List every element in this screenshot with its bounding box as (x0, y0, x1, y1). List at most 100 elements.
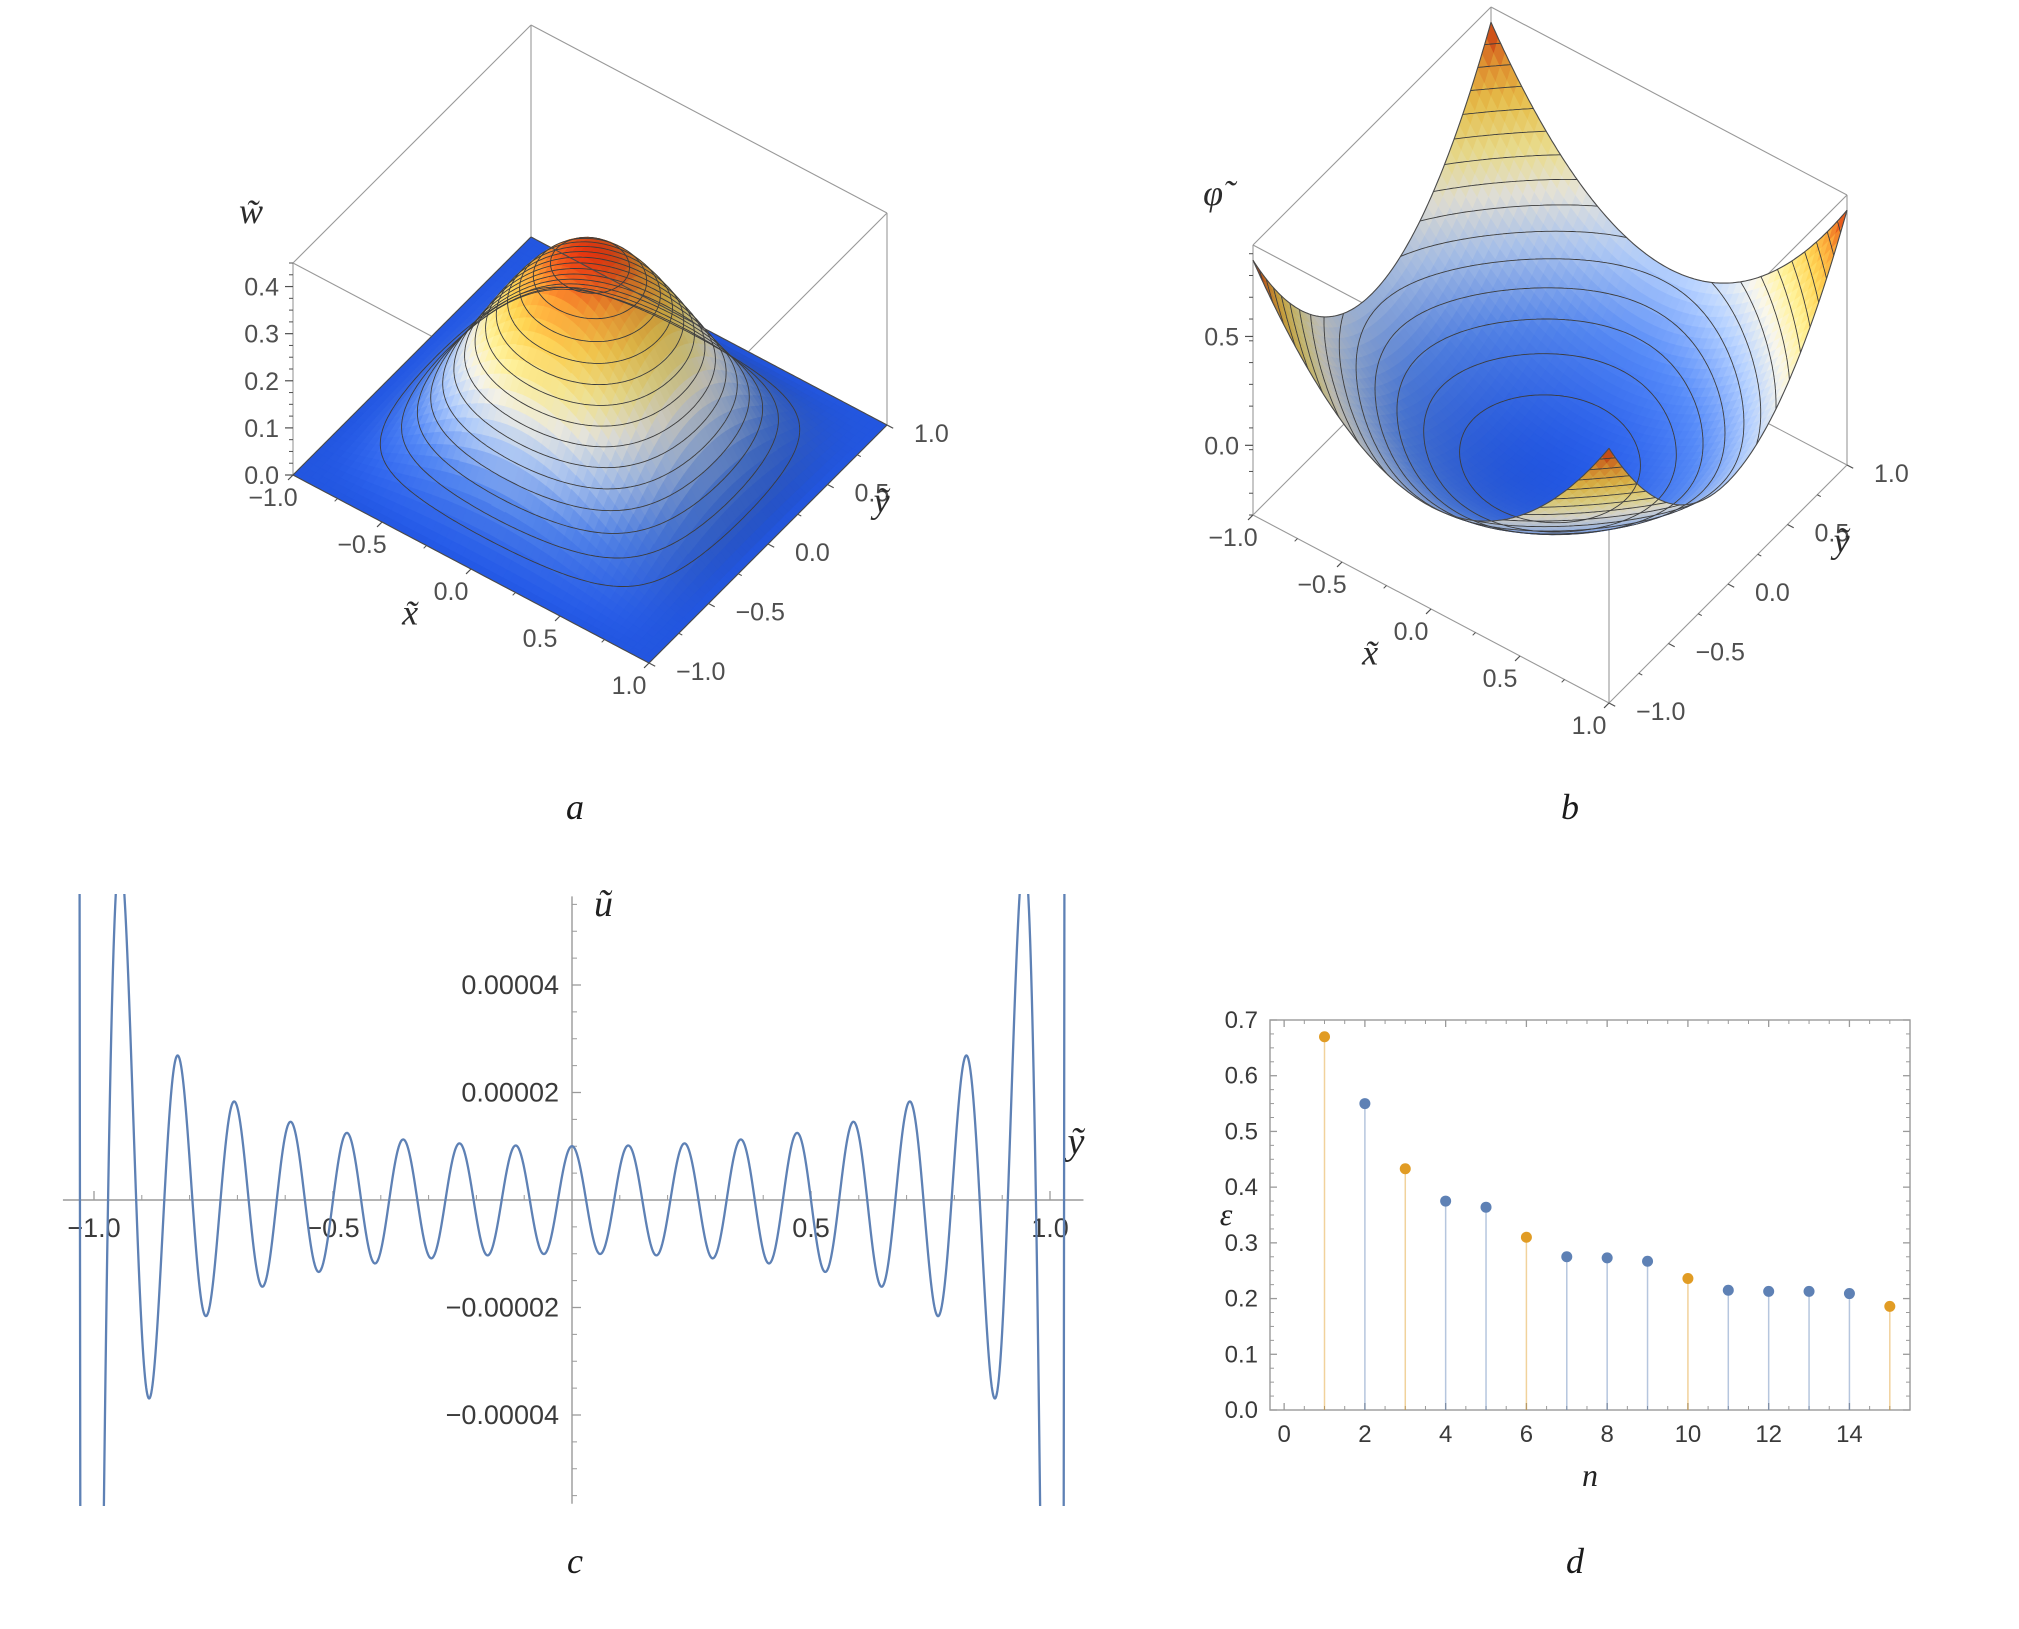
x-tick-label: 12 (1755, 1421, 1782, 1448)
caption-d: d (1566, 1541, 1584, 1581)
y-tick-label: 0.7 (1225, 1007, 1258, 1034)
frame (1269, 1019, 1911, 1411)
line-plot-u: −1.0 −0.5 0.5 1.0−0.00004−0.000020.000020.0… (62, 883, 1086, 1506)
y-tick-label: 0.4 (1225, 1174, 1258, 1201)
stems (1323, 1036, 1891, 1410)
y-tick-label: 0.5 (855, 480, 890, 508)
z-tick-label: 0.5 (1204, 323, 1239, 351)
panel-a: −1.0 −0.5 0.0 0.5 1.0 −1.0 −0.5 0.0 0.5 1.0 0.0 0.1… (150, 0, 1030, 745)
data-point-n8 (1601, 1252, 1613, 1264)
y-tick-label: 0.0 (1755, 579, 1790, 607)
y-tick-label: 0.6 (1225, 1063, 1258, 1090)
x-tick-label: −0.5 (1297, 571, 1346, 599)
x-axis-label: ỹ (1064, 1121, 1086, 1163)
data-point-n1 (1319, 1031, 1331, 1043)
data-point-n4 (1440, 1195, 1452, 1207)
z-tick-label: 0.1 (244, 415, 279, 443)
surface (1252, 21, 1848, 536)
x-tick-label: −1.0 (248, 484, 297, 512)
data-point-n6 (1520, 1231, 1532, 1243)
u-curve (78, 894, 1066, 1506)
data-point-n2 (1359, 1098, 1371, 1110)
y-tick-label: 0.00004 (461, 970, 559, 1000)
axis-labels: ũỹ (594, 883, 1086, 1163)
x-axis-label: n (1582, 1457, 1598, 1493)
x-tick-label: 6 (1520, 1421, 1533, 1448)
x-tick-label: 1.0 (612, 672, 647, 700)
y-tick-label: 0.5 (1815, 520, 1850, 548)
y-tick-label: 0.1 (1225, 1341, 1258, 1368)
z-tick-label: 0.0 (1204, 432, 1239, 460)
data-point-n5 (1480, 1201, 1492, 1213)
data-point-n9 (1642, 1255, 1654, 1267)
x-tick-label: 0.0 (1394, 618, 1429, 646)
y-tick-label: 0.3 (1225, 1230, 1258, 1257)
z-tick-label: 0.4 (244, 274, 279, 302)
x-tick-label: 10 (1675, 1421, 1702, 1448)
y-tick-label: 0.5 (1225, 1118, 1258, 1145)
caption-b: b (1561, 787, 1579, 827)
x-tick-label: 14 (1836, 1421, 1863, 1448)
data-point-n11 (1722, 1284, 1734, 1296)
caption-c: c (567, 1541, 583, 1581)
axis-labels: εn (1220, 1196, 1598, 1493)
z-tick-label: 0.2 (244, 368, 279, 396)
y-tick-label: −1.0 (1636, 698, 1685, 726)
x-tick-label: 1.0 (1572, 712, 1607, 740)
x-tick-label: 0.0 (434, 578, 469, 606)
x-tick-label: 8 (1600, 1421, 1613, 1448)
stem-plot-epsilon: 0 2 4 6 8 10 12 14 0.0 0.1 0.2 0.3 0.4 0.5 0.6 0.7 εn (1220, 1007, 1911, 1493)
z-tick-label: 0.3 (244, 321, 279, 349)
plot-frame (1269, 1019, 1911, 1411)
panel-c: −1.0 −0.5 0.5 1.0 −0.00004 −0.00002 0.00002 0.0… (40, 870, 1120, 1535)
y-tick-label: −0.00002 (446, 1293, 559, 1323)
x-tick-label: −0.5 (337, 531, 386, 559)
data-point-n10 (1682, 1273, 1694, 1285)
axes (62, 896, 1084, 1504)
data-point-n12 (1763, 1285, 1775, 1297)
y-axis-label: ỹ (871, 480, 891, 520)
displacement-curve (78, 894, 1066, 1506)
axis-labels: x̃ ỹ w̃ (239, 191, 891, 632)
data-point-n7 (1561, 1251, 1573, 1263)
surface (292, 236, 888, 664)
x-tick-label: 0.5 (792, 1213, 830, 1243)
data-points (1319, 1031, 1896, 1312)
mesh-contours (379, 236, 801, 587)
y-tick-label: −0.00004 (446, 1400, 559, 1430)
y-axis-label: ỹ (1831, 520, 1851, 560)
z-axis-label: w̃ (239, 191, 263, 231)
surface-plot-w: −1.0 −0.5 0.0 0.5 1.0 −1.0 −0.5 0.0 0.5 1.0 0.0 0.1… (239, 24, 949, 700)
y-tick-label: −1.0 (676, 658, 725, 686)
axis-ticks: −1.0 −0.5 0.0 0.5 1.0 −1.0 −0.5 0.0 0.5 1.0 0.0 0.5 (1204, 253, 1909, 740)
y-tick-label: 0.2 (1225, 1286, 1258, 1313)
x-tick-label: −0.5 (306, 1213, 359, 1243)
data-point-n3 (1399, 1163, 1411, 1175)
x-tick-label: 4 (1439, 1421, 1452, 1448)
y-tick-label: 1.0 (1874, 460, 1909, 488)
y-tick-label: −0.5 (1696, 639, 1745, 667)
x-tick-label: −1.0 (1208, 524, 1257, 552)
y-tick-label: 0.0 (1225, 1397, 1258, 1424)
data-point-n13 (1803, 1285, 1815, 1297)
z-axis-label: φ̃ (1203, 173, 1238, 213)
x-axis-label: x̃ (1361, 632, 1379, 672)
panel-d: 0 2 4 6 8 10 12 14 0.0 0.1 0.2 0.3 0.4 0.5 0.6 0.7 ε n (1200, 985, 1960, 1510)
surface-plot-phi: −1.0 −0.5 0.0 0.5 1.0 −1.0 −0.5 0.0 0.5 1.0 0.0 0.5… (1203, 6, 1909, 740)
y-tick-label: 0.0 (795, 539, 830, 567)
frame-ticks: 0 2 4 6 8 10 12 14 0.0 0.1 0.2 0.3 0.4 0.5 0.6 0.7 (1225, 1007, 1911, 1448)
y-tick-label: −0.5 (736, 599, 785, 627)
x-tick-label: 2 (1358, 1421, 1371, 1448)
x-tick-label: 0 (1277, 1421, 1290, 1448)
z-tick-label: 0.0 (244, 462, 279, 490)
y-axis-label: ũ (594, 883, 613, 925)
x-tick-label: 0.5 (1483, 665, 1518, 693)
y-tick-label: 1.0 (914, 420, 949, 448)
panel-b: −1.0 −0.5 0.0 0.5 1.0 −1.0 −0.5 0.0 0.5 1.0 0.0 0.5… (1100, 0, 2000, 745)
axis-ticks: −1.0 −0.5 0.5 1.0−0.00004−0.000020.000020.0… (67, 903, 1069, 1497)
x-tick-label: 0.5 (523, 625, 558, 653)
axis-ticks: −1.0 −0.5 0.0 0.5 1.0 −1.0 −0.5 0.0 0.5 1.0 0.0 0.1… (244, 262, 949, 700)
x-axis-label: x̃ (401, 592, 419, 632)
caption-a: a (566, 787, 584, 827)
